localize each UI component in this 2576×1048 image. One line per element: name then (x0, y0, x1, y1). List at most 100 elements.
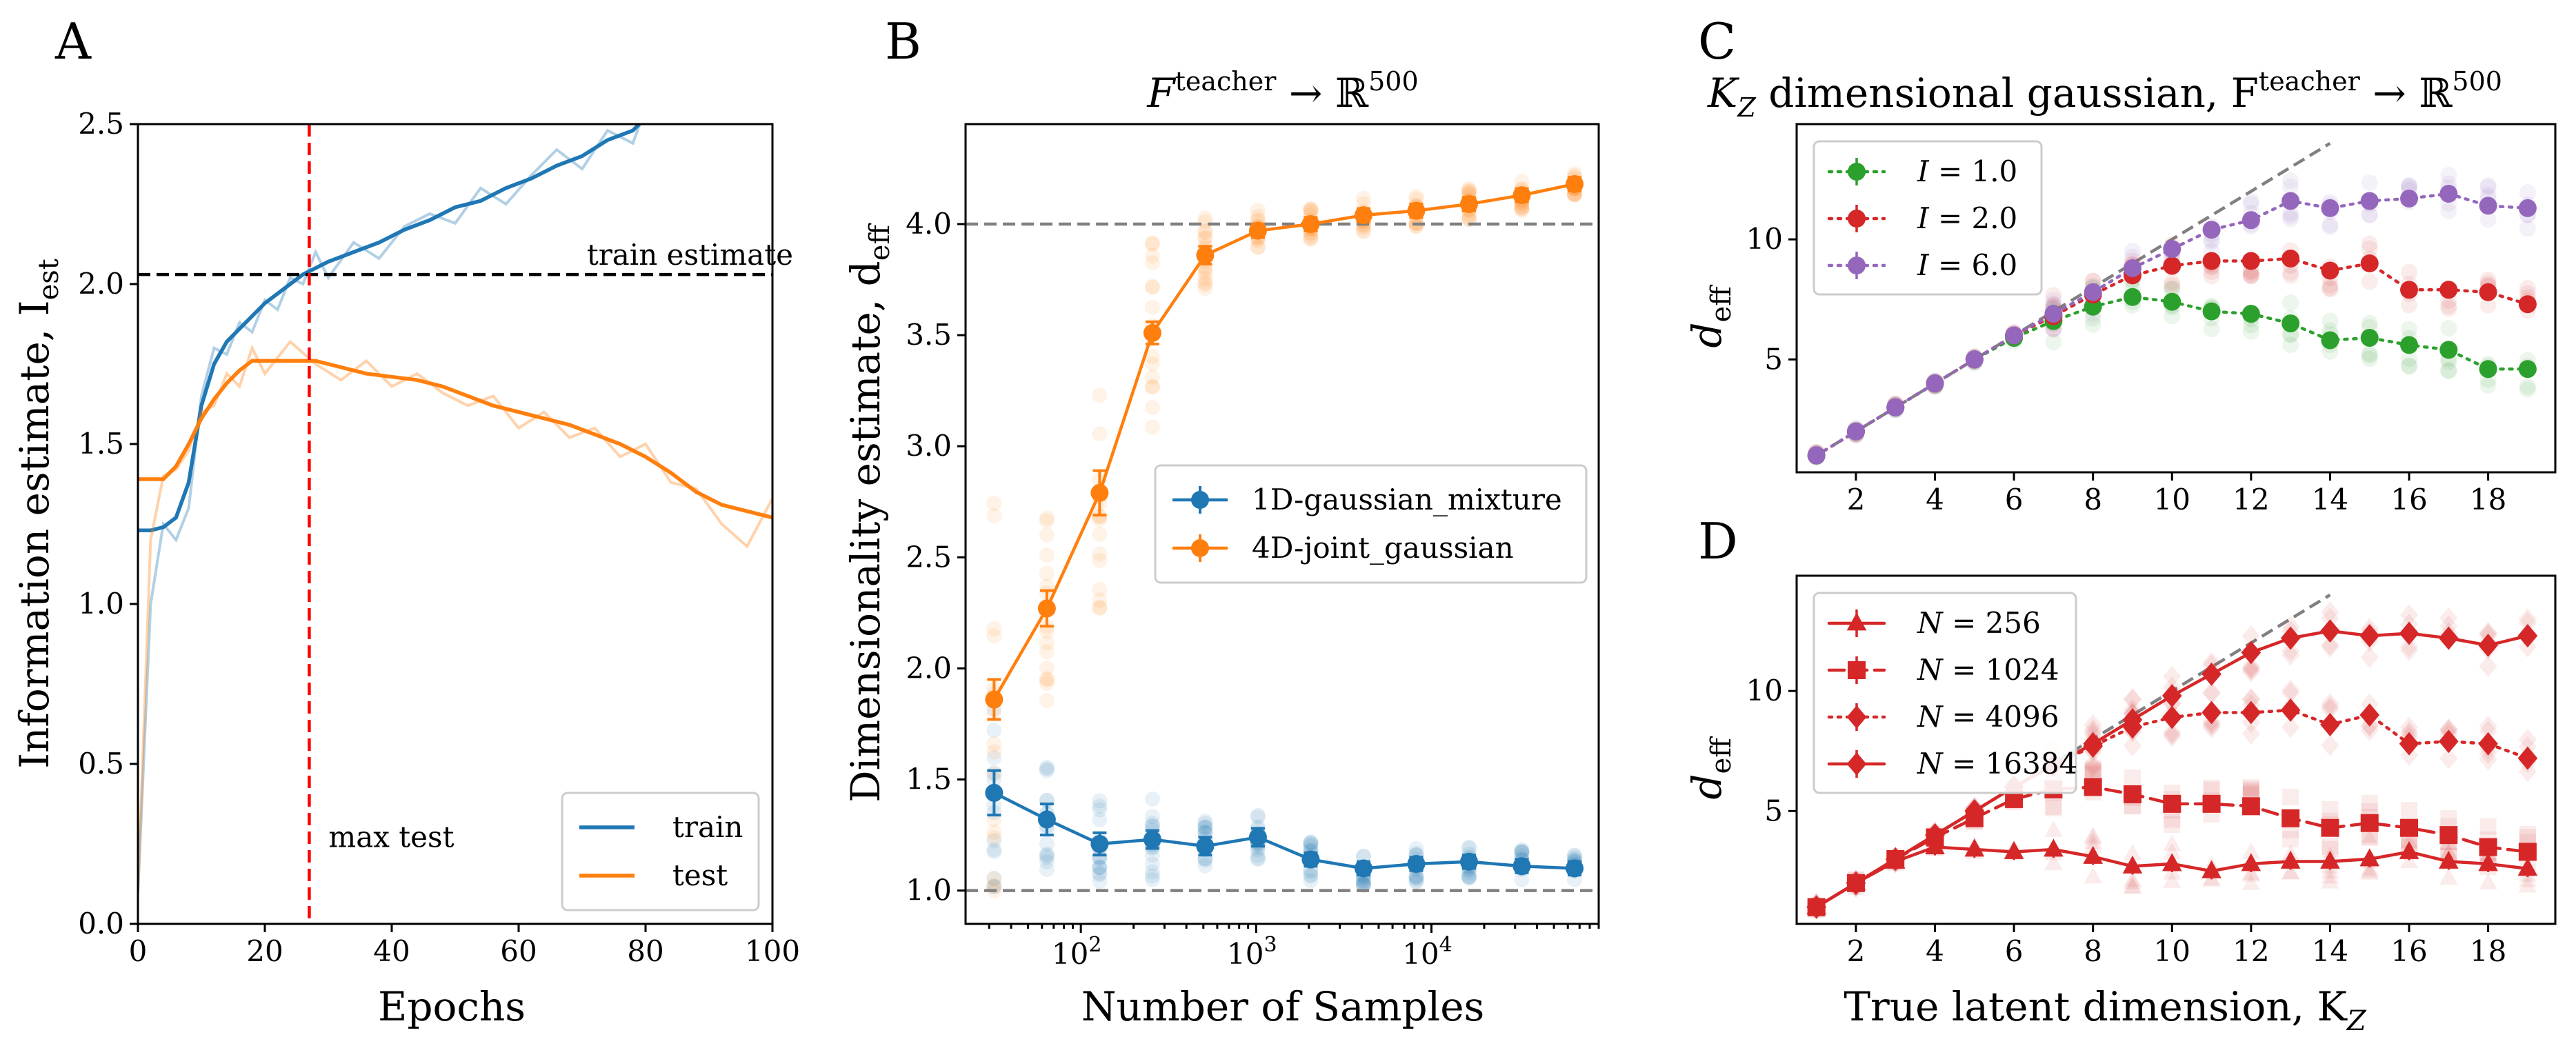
panel-b-4D-joint_gaussian-trial-point (1514, 200, 1530, 216)
panel-d-N256-point (2439, 850, 2459, 869)
panel-d-N256-trial-point (2241, 863, 2261, 880)
panel-c-I6.0-point (1886, 398, 1905, 416)
panel-c-I1.0-trial-point (2203, 321, 2220, 338)
panel-d-N16384-trial-point (2360, 646, 2379, 668)
panel-b-xtick-label: 104 (1402, 933, 1452, 971)
panel-d-N16384-point (2122, 708, 2143, 732)
panel-b-1D-gaussian_mixture-trial-point (1303, 873, 1319, 889)
panel-c-I1.0-point (2163, 292, 2181, 311)
panel-b-4D-joint_gaussian-trial-point (1250, 208, 1266, 224)
panel-b-1D-gaussian_mixture-trial-point (1092, 798, 1108, 814)
panel-a-ytick-label: 2.0 (78, 267, 124, 301)
panel-d-N4096-point (2399, 732, 2419, 756)
panel-b-1D-gaussian_mixture-trial-point (1303, 868, 1319, 884)
panel-d-N4096-trial-point (2281, 679, 2300, 701)
panel-a-legend-test-label: test (672, 858, 728, 892)
panel-c-I1.0-point (2321, 331, 2339, 350)
panel-b-1D-gaussian_mixture-trial-point (1303, 863, 1319, 879)
panel-b-1D-gaussian_mixture-trial-point (1461, 871, 1477, 887)
panel-d-N256-point (2280, 850, 2301, 869)
panel-d-N4096-trial-point (2321, 693, 2339, 715)
panel-a-xtick-label: 0 (129, 934, 148, 968)
panel-c-I2.0-trial-point (2242, 267, 2259, 284)
panel-d-N256-trial-point (2084, 826, 2102, 843)
panel-c-I6.0-trial-point (2124, 242, 2141, 259)
panel-c-legend-I2.0-marker (1848, 210, 1866, 228)
panel-c-I6.0-trial-point (2479, 211, 2497, 228)
panel-d-N1024-point (2282, 809, 2300, 827)
panel-a-legend-box (561, 792, 760, 911)
panel-b-1D-gaussian_mixture-trial-point (1461, 839, 1477, 855)
panel-b-4D-joint_gaussian-point (1459, 195, 1478, 213)
panel-b-4D-joint_gaussian-trial-point (1039, 660, 1055, 676)
panel-b-4D-joint_gaussian-trial-point (1144, 279, 1160, 295)
panel-b-ytick-label: 1.0 (906, 874, 952, 907)
panel-b-4D-joint_gaussian-trial-point (1092, 387, 1108, 403)
panel-a-ytick-label: 1.0 (78, 587, 124, 621)
panel-b-1D-gaussian_mixture-trial-point (986, 833, 1002, 849)
panel-c-legend-I1.0-label: I = 1.0 (1917, 154, 2017, 188)
panel-b-4D-joint_gaussian-point (1248, 221, 1267, 240)
panel-b-4D-joint_gaussian-trial-point (1039, 672, 1055, 688)
panel-b-1D-gaussian_mixture-point (1037, 810, 1056, 829)
panel-b-1D-gaussian_mixture-point (1407, 855, 1426, 873)
panel-d-N256-point (2399, 840, 2419, 859)
panel-b-4D-joint_gaussian-trial-point (1197, 230, 1213, 245)
panel-b-1D-gaussian_mixture-trial-point (1092, 849, 1108, 865)
panel-c-I1.0-trial-point (2361, 345, 2378, 362)
panel-b-4D-joint_gaussian-trial-point (1303, 203, 1319, 219)
panel-d-N256-trial-point (2399, 832, 2419, 849)
panel-b-1D-gaussian_mixture-trial-point (1408, 871, 1424, 887)
panel-c-I2.0-point (2360, 254, 2379, 272)
panel-d-N256-trial-point (2163, 863, 2181, 880)
panel-d-N4096-trial-point (2241, 723, 2261, 745)
panel-b-4D-joint_gaussian-trial-point (1039, 513, 1055, 529)
panel-b-4D-joint_gaussian-trial-point (1514, 174, 1530, 190)
panel-b-ytick-label: 2.5 (906, 540, 952, 574)
panel-b-1D-gaussian_mixture-trial-point (1250, 852, 1266, 867)
panel-b-4D-joint_gaussian-trial-point (1355, 190, 1371, 206)
panel-d-N4096-trial-point (2399, 721, 2419, 743)
panel-c-xtick-label: 2 (1847, 483, 1866, 516)
panel-c-I6.0-point (2282, 192, 2300, 210)
panel-b-1D-gaussian_mixture-trial-point (1303, 834, 1319, 850)
panel-c-I2.0-trial-point (2203, 268, 2220, 285)
panel-d-xtick-label: 16 (2390, 934, 2427, 968)
panel-b-1D-gaussian_mixture-trial-point (1144, 847, 1160, 863)
panel-c-xtick-label: 12 (2233, 483, 2269, 516)
panel-b-4D-joint_gaussian-trial-point (1144, 399, 1160, 415)
panel-d-N256-trial-point (2241, 873, 2261, 890)
panel-c-I6.0-trial-point (2440, 167, 2457, 184)
panel-b-1D-gaussian_mixture-trial-point (986, 844, 1002, 860)
panel-b-4D-joint_gaussian-trial-point (1461, 183, 1477, 199)
panel-a-ytick-label: 0.5 (78, 747, 124, 780)
panel-d-N4096-trial-point (2241, 688, 2261, 710)
panel-b-1D-gaussian_mixture-trial-point (1039, 854, 1055, 869)
panel-c-I1.0-trial-point (2164, 308, 2181, 325)
panel-b-4D-joint_gaussian-trial-point (1092, 599, 1108, 615)
panel-b-1D-gaussian_mixture-trial-point (1250, 851, 1266, 867)
panel-c-I1.0-trial-point (2479, 377, 2497, 394)
panel-c-I1.0-trial-point (2045, 333, 2062, 350)
panel-b-4D-joint_gaussian-trial-point (1303, 231, 1319, 247)
panel-a-train-smooth-line (138, 124, 642, 533)
panel-b-4D-joint_gaussian-point (1407, 201, 1426, 220)
panel-d-N4096-point (2478, 732, 2498, 756)
panel-d-N256-trial-point (2123, 843, 2142, 860)
panel-b-1D-gaussian_mixture-trial-point (1144, 816, 1160, 832)
panel-b-legend-4D-joint_gaussian-label: 4D-joint_gaussian (1252, 531, 1514, 565)
panel-b-4D-joint_gaussian-trial-point (1303, 201, 1319, 217)
panel-c-I6.0-trial-point (2361, 206, 2378, 223)
panel-b-4D-joint_gaussian-trial-point (1092, 509, 1108, 525)
panel-b-1D-gaussian_mixture-trial-point (1514, 845, 1530, 860)
panel-a-xtick-label: 20 (246, 934, 283, 968)
panel-d-xtick-label: 2 (1847, 934, 1866, 968)
panel-b-4D-joint_gaussian-point (1354, 206, 1372, 225)
panel-d-N16384-point (2478, 634, 2498, 657)
panel-d-N256-point (2004, 840, 2024, 859)
panel-b-4D-joint_gaussian-trial-point (1514, 203, 1530, 219)
panel-b-1D-gaussian_mixture-trial-point (1408, 869, 1424, 885)
panel-b-1D-gaussian_mixture-point (1565, 859, 1584, 878)
panel-b-1D-gaussian_mixture-trial-point (1355, 848, 1371, 864)
panel-c-I1.0-trial-point (2282, 294, 2299, 312)
